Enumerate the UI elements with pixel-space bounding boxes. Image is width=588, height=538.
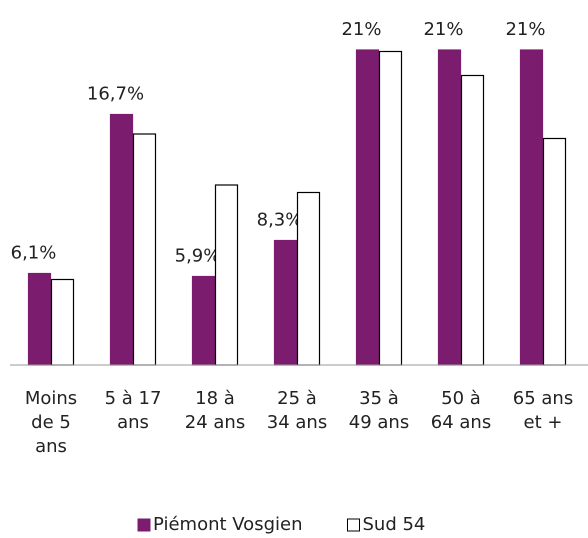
bar — [460, 74, 485, 366]
bar — [132, 133, 157, 366]
value-label: 16,7% — [87, 84, 144, 105]
x-tick-label: Moins de 5 ans — [24, 388, 78, 457]
x-tick-label: 35 à 49 ans — [348, 388, 410, 433]
bar — [437, 49, 462, 366]
value-label: 21% — [505, 19, 545, 40]
bar — [378, 50, 403, 366]
bar — [214, 184, 239, 366]
bar — [27, 272, 52, 366]
legend-label: Piémont Vosgien — [153, 514, 302, 535]
value-label: 8,3% — [257, 210, 303, 231]
bar — [50, 278, 75, 366]
legend-swatch — [346, 518, 360, 532]
x-tick-label: 5 à 17 ans — [104, 388, 162, 433]
bar — [191, 275, 216, 366]
bar — [109, 113, 134, 366]
bar — [273, 239, 298, 366]
value-label: 21% — [423, 19, 463, 40]
bar — [519, 49, 544, 366]
value-label: 21% — [341, 19, 381, 40]
x-tick-label: 65 ans et + — [512, 388, 574, 433]
bar — [296, 191, 321, 366]
legend-label: Sud 54 — [362, 514, 425, 535]
x-tick-label: 50 à 64 ans — [430, 388, 492, 433]
legend-swatch — [137, 518, 151, 532]
bar — [542, 137, 567, 366]
bar — [355, 49, 380, 366]
x-tick-label: 25 à 34 ans — [266, 388, 328, 433]
x-tick-label: 18 à 24 ans — [184, 388, 246, 433]
value-label: 5,9% — [175, 246, 221, 267]
value-label: 6,1% — [11, 243, 57, 264]
